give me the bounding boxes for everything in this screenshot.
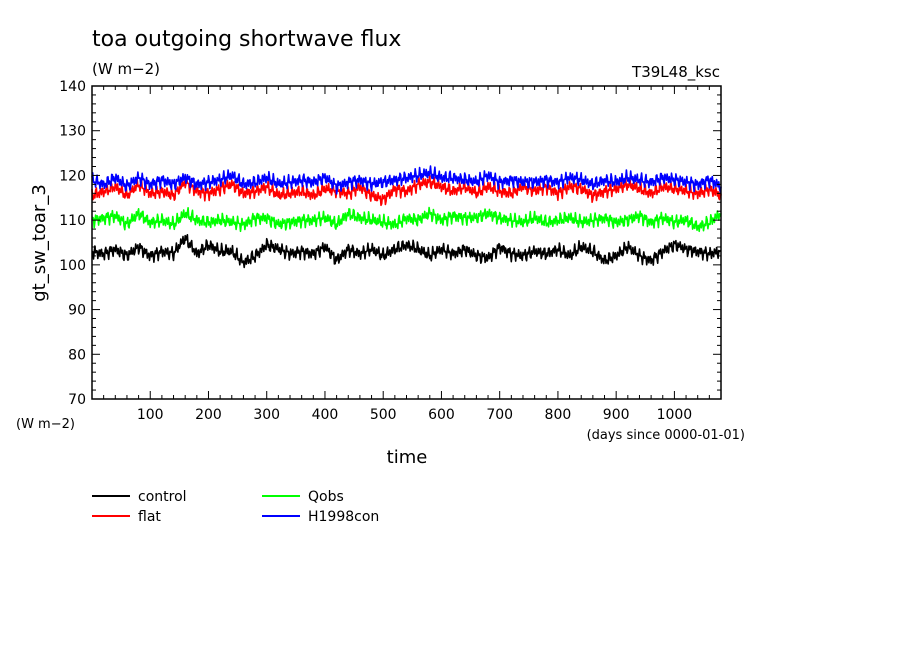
x-tick-label: 300 [253, 407, 280, 423]
y-tick-label: 80 [68, 347, 86, 363]
series-line-qobs [91, 206, 722, 233]
series-line-flat [91, 175, 722, 207]
series-line-control [91, 234, 722, 269]
run-label: T39L48_ksc [631, 63, 720, 82]
x-units-label: (days since 0000-01-01) [587, 428, 745, 443]
x-tick-label: 400 [312, 407, 339, 423]
legend-label-control: control [138, 489, 187, 505]
y-axis-label: gt_sw_toar_3 [29, 184, 50, 302]
y-tick-label: 100 [59, 258, 86, 274]
x-tick-label: 600 [428, 407, 455, 423]
x-tick-label: 500 [370, 407, 397, 423]
series-layer [91, 165, 722, 269]
series-line-h1998con [91, 165, 722, 195]
x-axis-label: time [387, 447, 428, 468]
chart-units: (W m−2) [92, 60, 160, 78]
ticks-layer: 100 200 300 400 500 600 700 800 900 1000 70 80 90 100… [59, 79, 722, 423]
x-tick-label: 800 [545, 407, 572, 423]
y-units-label: (W m−2) [16, 417, 75, 432]
y-tick-label: 130 [59, 124, 86, 140]
x-tick-label: 700 [486, 407, 513, 423]
legend-label-qobs: Qobs [308, 489, 344, 505]
y-tick-label: 70 [68, 392, 86, 408]
y-tick-label: 120 [59, 168, 86, 184]
legend-label-h1998con: H1998con [308, 509, 379, 525]
x-tick-label: 1000 [657, 407, 693, 423]
y-tick-label: 110 [59, 213, 86, 229]
x-tick-label: 100 [137, 407, 164, 423]
chart-title: toa outgoing shortwave flux [92, 27, 401, 52]
y-tick-label: 90 [68, 303, 86, 319]
y-tick-label: 140 [59, 79, 86, 95]
x-tick-label: 900 [603, 407, 630, 423]
legend: control flat Qobs H1998con [92, 489, 379, 525]
x-tick-label: 200 [195, 407, 222, 423]
legend-label-flat: flat [138, 509, 161, 525]
